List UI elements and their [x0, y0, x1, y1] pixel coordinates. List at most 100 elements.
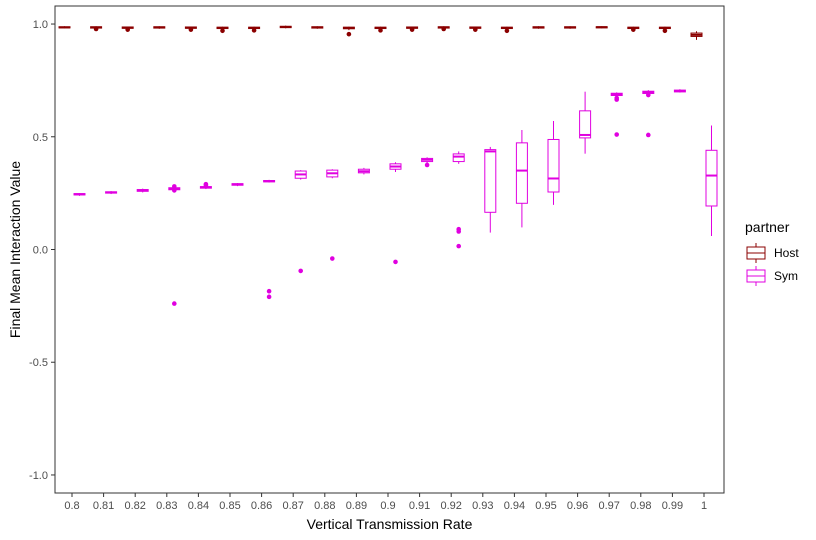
box-iqr	[579, 110, 592, 139]
box-sym-0.91	[421, 157, 434, 168]
x-tick-label: 0.95	[535, 500, 556, 512]
box-host-0.82	[121, 26, 134, 32]
box-iqr	[452, 153, 465, 163]
box-iqr	[547, 138, 560, 193]
box-sym-0.88	[326, 169, 339, 261]
box-host-0.84	[184, 26, 197, 32]
box-iqr	[484, 149, 497, 213]
box-sym-0.83	[168, 184, 181, 306]
legend-item-sym: Sym	[746, 266, 798, 286]
x-tick-label: 0.92	[440, 500, 461, 512]
x-tick-label: 0.84	[188, 500, 209, 512]
box-host-0.85	[216, 26, 229, 34]
outlier-point	[456, 229, 462, 234]
outlier-point	[662, 28, 668, 34]
y-tick-label: -0.5	[29, 357, 48, 369]
box-host-0.94	[500, 26, 513, 34]
series-host	[58, 25, 703, 40]
legend-label: Host	[774, 246, 799, 260]
outlier-point	[409, 27, 415, 32]
outlier-point	[220, 28, 225, 34]
x-tick-label: 0.89	[346, 500, 367, 512]
outlier-point	[125, 27, 130, 32]
outlier-point	[614, 97, 619, 102]
box-sym-0.9	[389, 162, 402, 265]
legend-label: Sym	[774, 269, 798, 283]
outlier-point	[172, 184, 177, 189]
x-tick-label: 0.91	[409, 500, 430, 512]
plot-area	[58, 25, 718, 306]
outlier-point	[504, 28, 510, 34]
box-iqr	[705, 149, 718, 207]
box-host-0.98	[627, 26, 640, 32]
outlier-point	[251, 28, 257, 33]
x-tick-label: 0.99	[662, 500, 683, 512]
box-host-0.9	[374, 26, 387, 33]
outlier-point	[646, 92, 651, 98]
box-host-0.83	[153, 26, 166, 29]
box-host-0.93	[469, 26, 482, 32]
box-sym-0.95	[547, 120, 560, 205]
x-axis: 0.8 0.81 0.82 0.83 0.84 0.85 0.86 0.87 0.88 0.89 0…	[64, 493, 707, 512]
box-sym-0.99	[673, 89, 686, 93]
outlier-point	[378, 28, 383, 33]
outlier-point	[456, 243, 462, 249]
x-tick-label: 0.8	[64, 500, 79, 512]
legend: partner Host Sym	[745, 219, 799, 286]
outlier-point	[172, 301, 177, 306]
x-tick-label: 0.97	[598, 500, 619, 512]
box-sym-0.8	[73, 193, 86, 196]
box-sym-0.98	[642, 90, 655, 138]
box-sym-0.97	[610, 92, 623, 137]
x-tick-label: 0.94	[504, 500, 525, 512]
x-tick-label: 0.98	[630, 500, 651, 512]
series-sym	[73, 89, 718, 306]
outlier-point	[266, 294, 272, 300]
box-host-1	[690, 31, 703, 40]
x-tick-label: 0.88	[314, 500, 335, 512]
x-tick-label: 1	[701, 500, 707, 512]
x-tick-label: 0.82	[124, 500, 145, 512]
x-tick-label: 0.93	[472, 500, 493, 512]
box-host-0.95	[532, 26, 545, 29]
box-sym-0.94	[515, 130, 528, 228]
box-sym-1	[705, 125, 718, 236]
box-host-0.88	[311, 26, 324, 29]
y-tick-label: -1.0	[29, 470, 48, 482]
box-host-0.97	[595, 26, 608, 29]
box-sym-0.92	[452, 151, 465, 249]
outlier-point	[614, 132, 619, 137]
box-host-0.92	[437, 26, 450, 32]
outlier-point	[188, 27, 194, 32]
box-sym-0.96	[579, 91, 592, 154]
box-host-0.91	[406, 26, 419, 32]
box-iqr	[515, 142, 528, 204]
outlier-point	[266, 288, 272, 294]
box-host-0.87	[279, 25, 292, 29]
box-host-0.89	[342, 26, 355, 37]
box-sym-0.93	[484, 146, 497, 233]
outlier-point	[473, 27, 478, 32]
x-tick-label: 0.83	[156, 500, 177, 512]
box-sym-0.86	[263, 179, 276, 300]
x-tick-label: 0.85	[219, 500, 240, 512]
outlier-point	[424, 162, 430, 168]
x-tick-label: 0.9	[380, 500, 395, 512]
outlier-point	[441, 26, 447, 32]
outlier-point	[330, 256, 335, 261]
box-sym-0.85	[231, 182, 244, 187]
box-host-0.96	[564, 26, 577, 29]
box-host-0.8	[58, 26, 71, 29]
outlier-point	[631, 27, 636, 32]
y-tick-label: 0.0	[33, 245, 48, 257]
outlier-point	[646, 132, 651, 138]
x-tick-label: 0.86	[251, 500, 272, 512]
y-axis: -1.0 -0.5 0.0 0.5 1.0	[29, 19, 55, 482]
x-tick-label: 0.96	[567, 500, 588, 512]
outlier-point	[172, 188, 177, 193]
outlier-point	[93, 26, 99, 32]
box-sym-0.84	[199, 181, 212, 190]
outlier-point	[393, 259, 398, 265]
